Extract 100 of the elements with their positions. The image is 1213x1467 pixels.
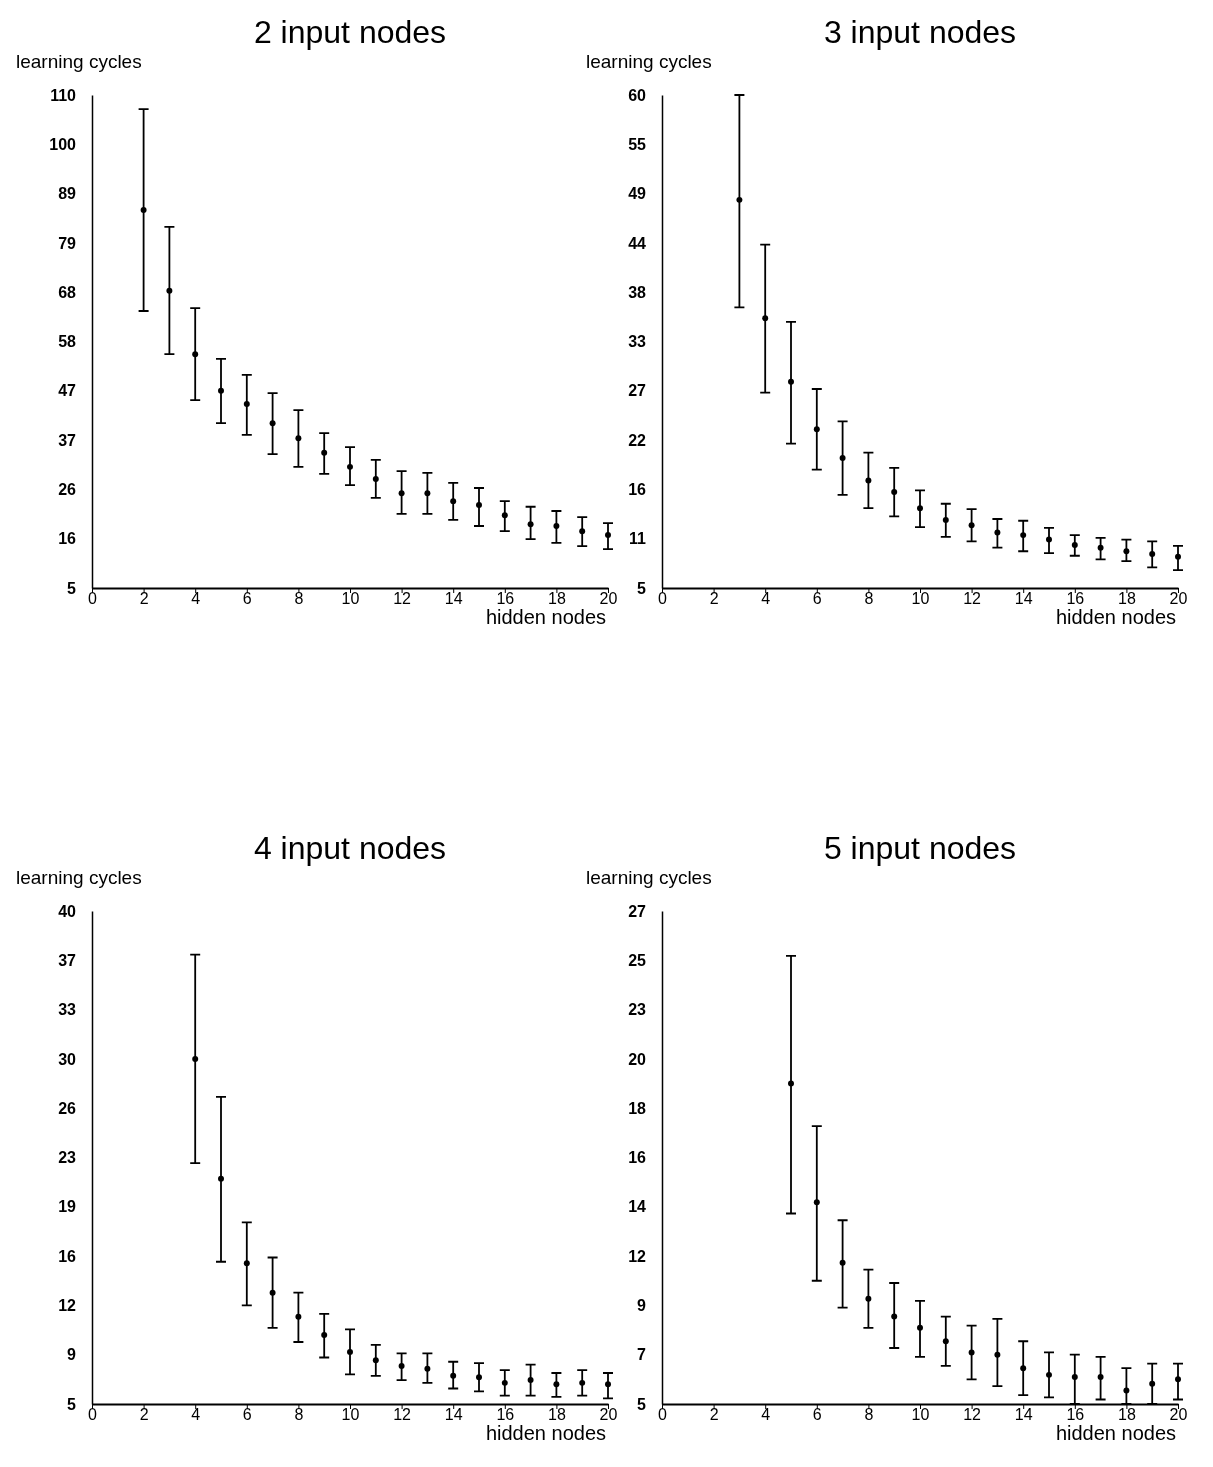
- chart-title: 4 input nodes: [253, 830, 447, 866]
- x-tick-label: 2: [139, 1406, 149, 1423]
- x-tick-label: 20: [1169, 1406, 1188, 1423]
- x-tick-label: 16: [496, 1406, 515, 1423]
- x-tick-label: 18: [548, 1406, 566, 1423]
- point: [218, 387, 224, 394]
- point: [994, 529, 1001, 536]
- point: [269, 1289, 276, 1296]
- y-tick-label: 11: [629, 530, 647, 548]
- y-tick-label: 5: [637, 579, 647, 597]
- y-tick-label: 16: [58, 530, 77, 548]
- y-tick-label: 38: [628, 283, 647, 301]
- x-tick-label: 20: [599, 1406, 618, 1423]
- point: [450, 1372, 457, 1379]
- point: [1071, 542, 1078, 548]
- x-tick-label: 12: [393, 590, 412, 607]
- point: [321, 449, 328, 456]
- point: [813, 426, 820, 433]
- point: [994, 1351, 1001, 1358]
- x-tick-label: 16: [496, 590, 515, 607]
- point: [192, 351, 199, 358]
- point: [1046, 1371, 1052, 1378]
- point: [501, 512, 508, 519]
- x-tick-label: 8: [864, 590, 874, 607]
- y-tick-label: 27: [628, 902, 647, 920]
- y-tick-label: 5: [67, 1395, 77, 1413]
- x-tick-label: 2: [709, 1406, 719, 1423]
- point: [476, 1374, 482, 1381]
- x-tick-label: 10: [911, 590, 930, 607]
- point: [788, 378, 794, 385]
- x-tick-label: 14: [444, 1406, 463, 1423]
- x-tick-label: 14: [1014, 590, 1033, 607]
- y-axis-title: learning cycles: [586, 51, 712, 72]
- y-tick-label: 30: [58, 1050, 77, 1068]
- point: [1071, 1374, 1078, 1381]
- point: [1097, 1374, 1104, 1381]
- y-tick-label: 9: [67, 1346, 77, 1364]
- x-tick-label: 4: [761, 1406, 771, 1423]
- chart-title: 5 input nodes: [823, 830, 1017, 866]
- x-tick-label: 0: [658, 590, 668, 607]
- y-tick-label: 68: [58, 283, 77, 301]
- y-tick-label: 7: [637, 1346, 647, 1364]
- x-tick-label: 16: [1066, 590, 1085, 607]
- point: [166, 287, 173, 294]
- point: [1020, 1365, 1027, 1372]
- point: [968, 522, 975, 529]
- y-axis-title: learning cycles: [586, 867, 712, 888]
- y-axis-title: learning cycles: [16, 51, 142, 72]
- point: [1123, 548, 1130, 555]
- y-tick-label: 12: [58, 1297, 77, 1315]
- x-tick-label: 10: [341, 590, 360, 607]
- y-tick-label: 5: [67, 579, 77, 597]
- x-tick-label: 8: [864, 1406, 874, 1423]
- y-tick-label: 22: [628, 431, 647, 449]
- y-tick-label: 44: [628, 234, 647, 252]
- x-tick-label: 0: [88, 590, 98, 607]
- point: [968, 1349, 975, 1356]
- point: [347, 1348, 353, 1355]
- point: [942, 516, 949, 523]
- point: [424, 1365, 431, 1372]
- point: [1123, 1387, 1130, 1394]
- x-tick-label: 2: [139, 590, 149, 607]
- point: [891, 1313, 898, 1320]
- x-tick-label: 20: [1169, 590, 1188, 607]
- x-tick-label: 0: [88, 1406, 98, 1423]
- y-tick-label: 18: [628, 1099, 647, 1117]
- point: [762, 315, 769, 322]
- point: [527, 521, 534, 528]
- y-tick-label: 16: [58, 1247, 77, 1265]
- point: [295, 435, 302, 442]
- x-tick-label: 6: [242, 590, 252, 607]
- y-tick-label: 19: [58, 1198, 77, 1216]
- x-tick-label: 16: [1066, 1406, 1085, 1423]
- x-tick-label: 4: [191, 1406, 201, 1423]
- y-tick-label: 25: [628, 951, 647, 969]
- y-tick-label: 20: [628, 1050, 647, 1068]
- y-axis-title: learning cycles: [16, 867, 142, 888]
- point: [321, 1332, 328, 1338]
- x-tick-label: 6: [812, 590, 822, 607]
- y-tick-label: 26: [58, 1099, 77, 1117]
- x-tick-label: 18: [548, 590, 566, 607]
- x-axis-title: hidden nodes: [1055, 606, 1176, 628]
- point: [813, 1199, 820, 1206]
- point: [218, 1175, 224, 1182]
- point: [501, 1379, 508, 1386]
- point: [917, 505, 923, 512]
- point: [553, 1381, 560, 1388]
- chart-title: 2 input nodes: [253, 14, 447, 50]
- point: [605, 1381, 611, 1388]
- y-tick-label: 47: [58, 382, 77, 400]
- y-tick-label: 27: [628, 382, 647, 400]
- x-tick-label: 12: [393, 1406, 412, 1423]
- x-tick-label: 6: [812, 1406, 822, 1423]
- y-tick-label: 5: [637, 1395, 647, 1413]
- point: [398, 1362, 405, 1369]
- point: [269, 420, 276, 427]
- point: [192, 1055, 199, 1062]
- x-tick-label: 18: [1118, 590, 1136, 607]
- point: [424, 490, 431, 497]
- x-axis-title: hidden nodes: [485, 1422, 606, 1444]
